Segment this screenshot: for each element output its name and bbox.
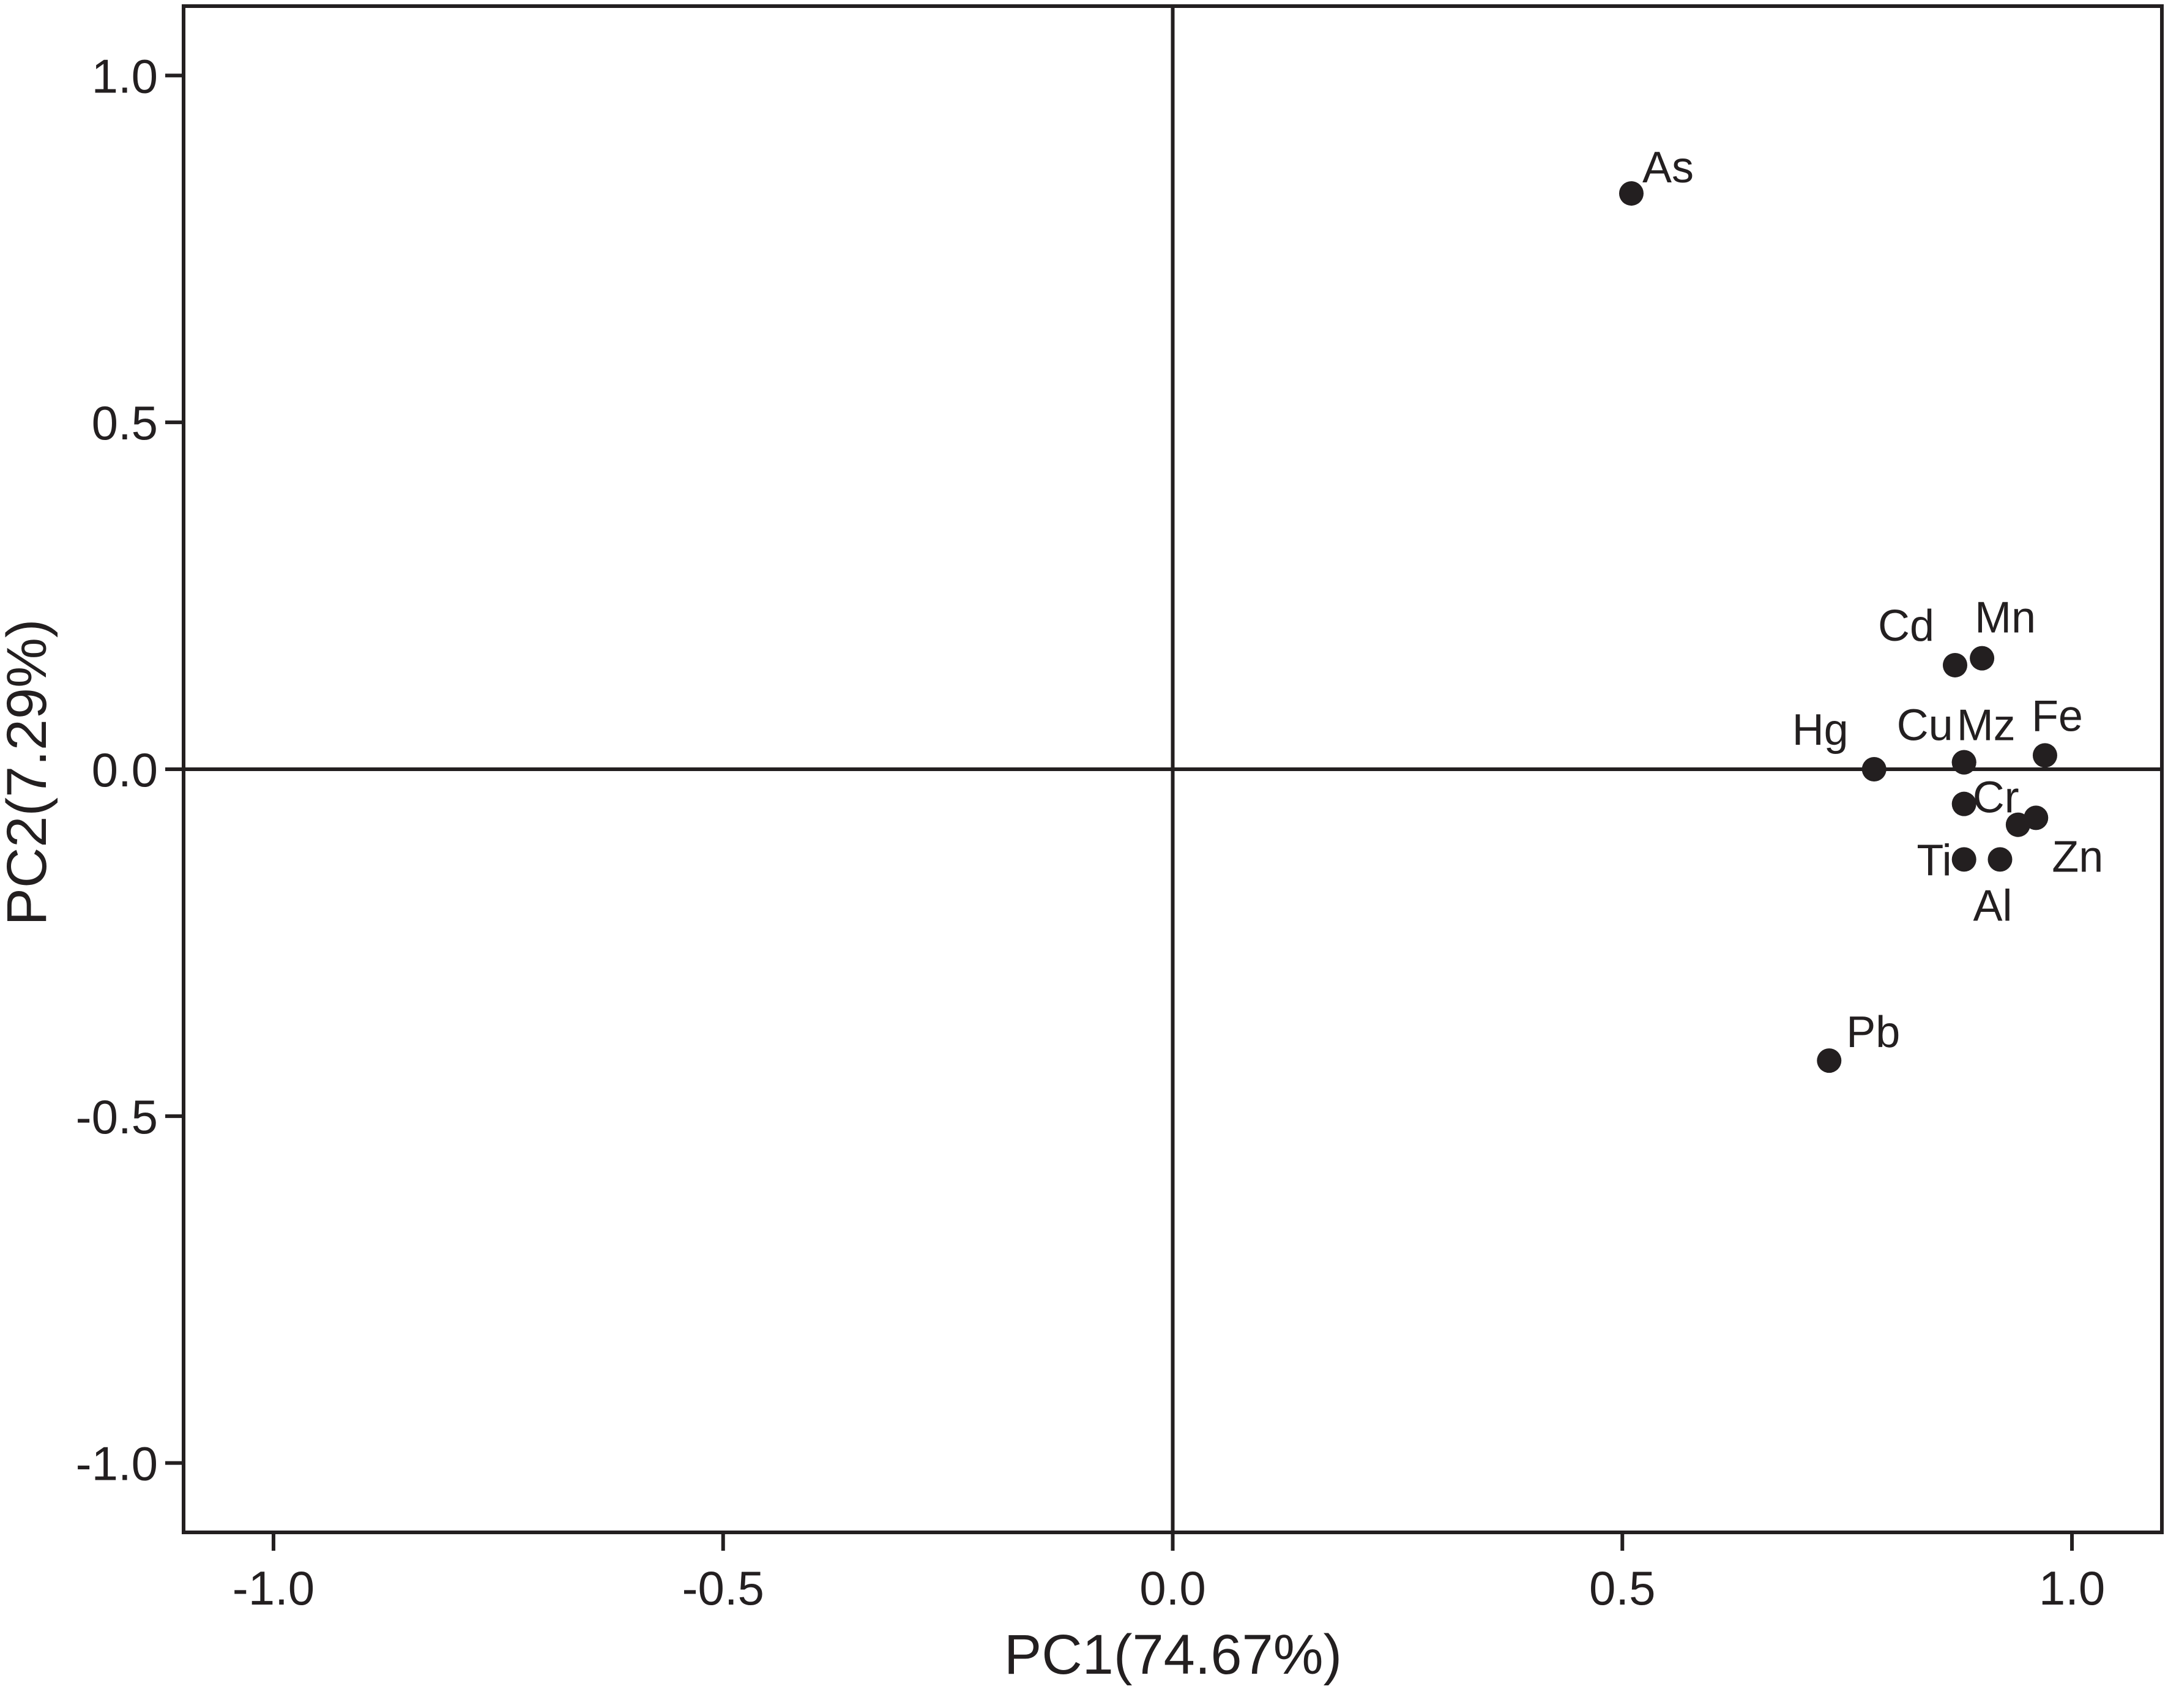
x-tick-label: 0.0 [1139,1561,1205,1615]
data-point [1951,847,1976,872]
data-point [1817,1048,1842,1073]
x-tick-label: 1.0 [2039,1561,2105,1615]
point-label: Cr [1973,774,2019,822]
x-tick-label: 0.5 [1589,1561,1655,1615]
x-axis-ticks: -1.0 -0.5 0.0 0.5 1.0 [233,1532,2105,1615]
point-label: Hg [1792,706,1849,755]
x-axis-label: PC1(74.67%) [1004,1624,1342,1686]
x-tick-label: -1.0 [233,1561,315,1615]
point-label: Cu [1897,701,1953,750]
point-label: As [1642,143,1694,192]
point-label: Fe [2032,692,2083,740]
data-point [2032,743,2057,768]
data-point [1951,791,1976,816]
y-axis-ticks: 1.0 0.5 0.0 -0.5 -1.0 [76,49,184,1491]
data-point [1970,646,1995,671]
point-label: Mz [1957,701,2016,750]
point-label: Mn [1975,594,2036,643]
y-tick-label: 0.0 [92,743,158,797]
point-label: Ti [1917,836,1951,885]
y-tick-label: -0.5 [76,1090,158,1144]
data-point [1951,750,1976,775]
point-label: Al [1973,881,2012,930]
data-point [1861,757,1887,781]
data-point [1987,847,2013,872]
point-label: Cd [1878,602,1934,651]
y-tick-label: -1.0 [76,1437,158,1491]
data-points: As Cd Mn Hg Cu Mz Fe Cr Zn Ti Al Pb [1619,143,2103,1073]
y-tick-label: 1.0 [92,49,158,103]
y-tick-label: 0.5 [92,396,158,450]
data-point [2024,805,2049,830]
data-point [1943,652,1968,677]
point-label: Pb [1846,1008,1900,1057]
x-tick-label: -0.5 [682,1561,764,1615]
data-point [1619,181,1644,206]
point-label: Zn [2052,832,2103,881]
y-axis-label: PC2(7.29%) [0,619,58,925]
